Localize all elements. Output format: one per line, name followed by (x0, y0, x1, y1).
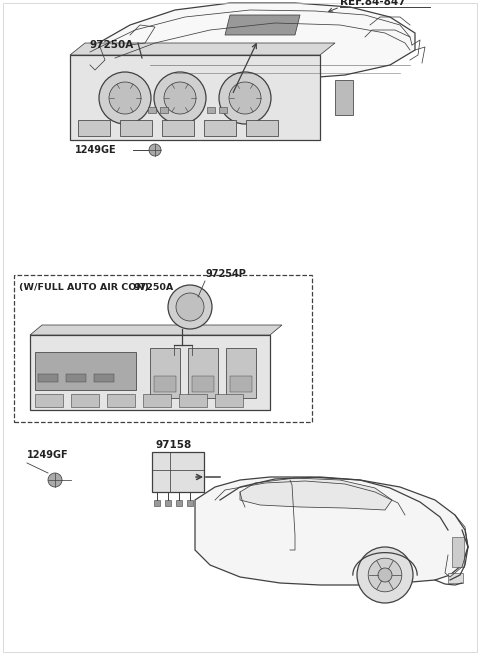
Polygon shape (70, 43, 335, 55)
Polygon shape (195, 477, 468, 585)
Bar (35, 394, 63, 407)
Circle shape (176, 293, 204, 321)
Bar (120, 120, 152, 136)
Bar (452, 537, 464, 567)
Circle shape (99, 72, 151, 124)
Bar (71, 394, 99, 407)
Bar (176, 500, 182, 506)
Text: 97250A: 97250A (134, 283, 174, 292)
Text: REF.84-847: REF.84-847 (340, 0, 406, 7)
Bar (152, 452, 204, 492)
Bar (219, 107, 227, 113)
Circle shape (168, 285, 212, 329)
Bar (70, 55, 320, 140)
Text: 97250A: 97250A (90, 40, 134, 50)
Text: 1249GE: 1249GE (75, 145, 117, 155)
Circle shape (368, 558, 402, 592)
Bar (107, 394, 135, 407)
Circle shape (154, 72, 206, 124)
Text: (W/FULL AUTO AIR CON): (W/FULL AUTO AIR CON) (19, 283, 149, 292)
Circle shape (378, 568, 392, 582)
Bar (246, 120, 278, 136)
Bar (154, 500, 160, 506)
Bar (154, 376, 176, 392)
Bar (14, 275, 312, 422)
Text: 97158: 97158 (155, 440, 191, 450)
Bar (94, 374, 114, 382)
Bar (188, 348, 218, 398)
Bar (215, 394, 243, 407)
Polygon shape (30, 325, 282, 335)
Bar (30, 335, 270, 410)
Circle shape (164, 82, 196, 114)
Bar (207, 107, 215, 113)
Bar (162, 120, 194, 136)
Bar (143, 394, 171, 407)
Bar (187, 500, 193, 506)
Bar (78, 120, 110, 136)
Bar (35, 352, 136, 390)
Bar (38, 374, 58, 382)
Bar (66, 374, 86, 382)
Bar (448, 573, 463, 583)
Polygon shape (88, 3, 415, 80)
Bar (160, 107, 168, 113)
Bar (192, 376, 214, 392)
Polygon shape (225, 15, 300, 35)
Circle shape (229, 82, 261, 114)
Text: 97254P: 97254P (205, 269, 246, 279)
Bar (165, 500, 171, 506)
Bar (230, 376, 252, 392)
Bar (150, 348, 180, 398)
Text: 1249GF: 1249GF (27, 450, 69, 460)
Circle shape (149, 144, 161, 156)
Circle shape (219, 72, 271, 124)
Polygon shape (240, 478, 392, 510)
Bar (148, 107, 156, 113)
Circle shape (109, 82, 141, 114)
Circle shape (48, 473, 62, 487)
Bar (204, 120, 236, 136)
Bar (226, 348, 256, 398)
Circle shape (357, 547, 413, 603)
Bar (179, 394, 207, 407)
Bar (335, 80, 353, 115)
